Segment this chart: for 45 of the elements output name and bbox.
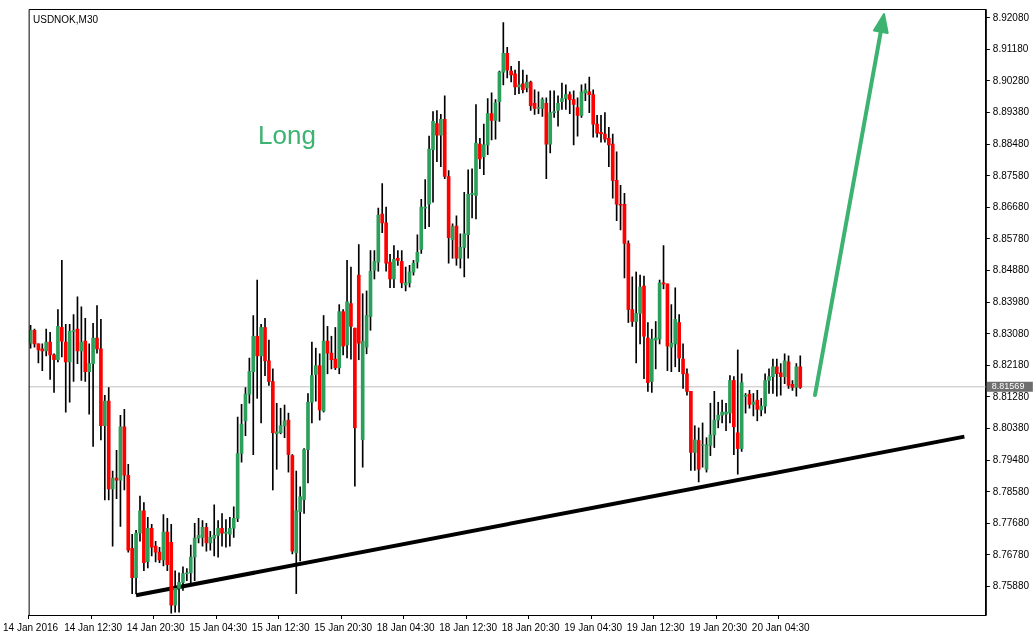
y-tick-label: 8.79480 [992,453,1030,465]
candlestick [435,110,439,163]
y-tick-label: 8.78580 [992,485,1030,497]
x-tick-label: 19 Jan 04:30 [564,621,623,633]
y-tick-label: 8.83980 [992,295,1030,307]
y-tick-label: 8.77680 [992,517,1030,529]
x-tick-label: 18 Jan 20:30 [501,621,561,633]
y-tick-label: 8.76780 [992,548,1030,560]
x-tick-label: 20 Jan 04:30 [751,621,811,633]
candlestick [564,84,568,110]
text: USDNOK,M30 [33,14,99,25]
x-tick-label: 14 Jan 12:30 [64,621,123,633]
y-tick-label: 8.84880 [992,264,1030,276]
candlestick [634,271,638,364]
x-tick-label: 15 Jan 04:30 [189,621,248,633]
candlestick [212,504,217,557]
x-tick-label: 14 Jan 2016 [3,621,59,633]
ref-line-label: 8.81569 [991,381,1025,392]
x-tick-label: 18 Jan 12:30 [439,621,498,633]
candlestick [255,279,260,399]
y-tick-label: 8.90280 [992,74,1030,86]
candlestick [775,358,779,397]
candlestick [224,519,228,548]
x-tick-label: 19 Jan 20:30 [689,621,748,633]
y-tick-label: 8.89380 [992,106,1030,118]
x-tick-label: 15 Jan 20:30 [314,621,373,633]
candlestick [102,394,107,501]
y-tick-label: 8.87580 [992,169,1030,181]
y-tick-label: 8.75880 [992,580,1030,592]
x-tick-label: 19 Jan 12:30 [626,621,686,633]
y-tick-label: 8.91180 [992,43,1029,55]
x-tick-label: 15 Jan 12:30 [251,621,310,633]
y-tick-label: 8.86680 [992,201,1030,213]
y-tick-label: 8.80380 [992,422,1030,434]
annotation: Long [258,120,316,151]
candlestick [220,513,224,547]
y-tick-label: 8.81280 [992,390,1030,402]
x-tick-label: 14 Jan 20:30 [126,621,185,633]
y-tick-label: 8.82180 [992,359,1030,371]
candlestick [778,363,783,396]
y-tick-label: 8.83080 [992,327,1030,339]
y-tick-label: 8.88480 [992,137,1030,149]
y-tick-label: 8.92080 [992,11,1030,23]
x-tick-label: 18 Jan 04:30 [376,621,436,633]
y-tick-label: 8.85780 [992,232,1030,244]
